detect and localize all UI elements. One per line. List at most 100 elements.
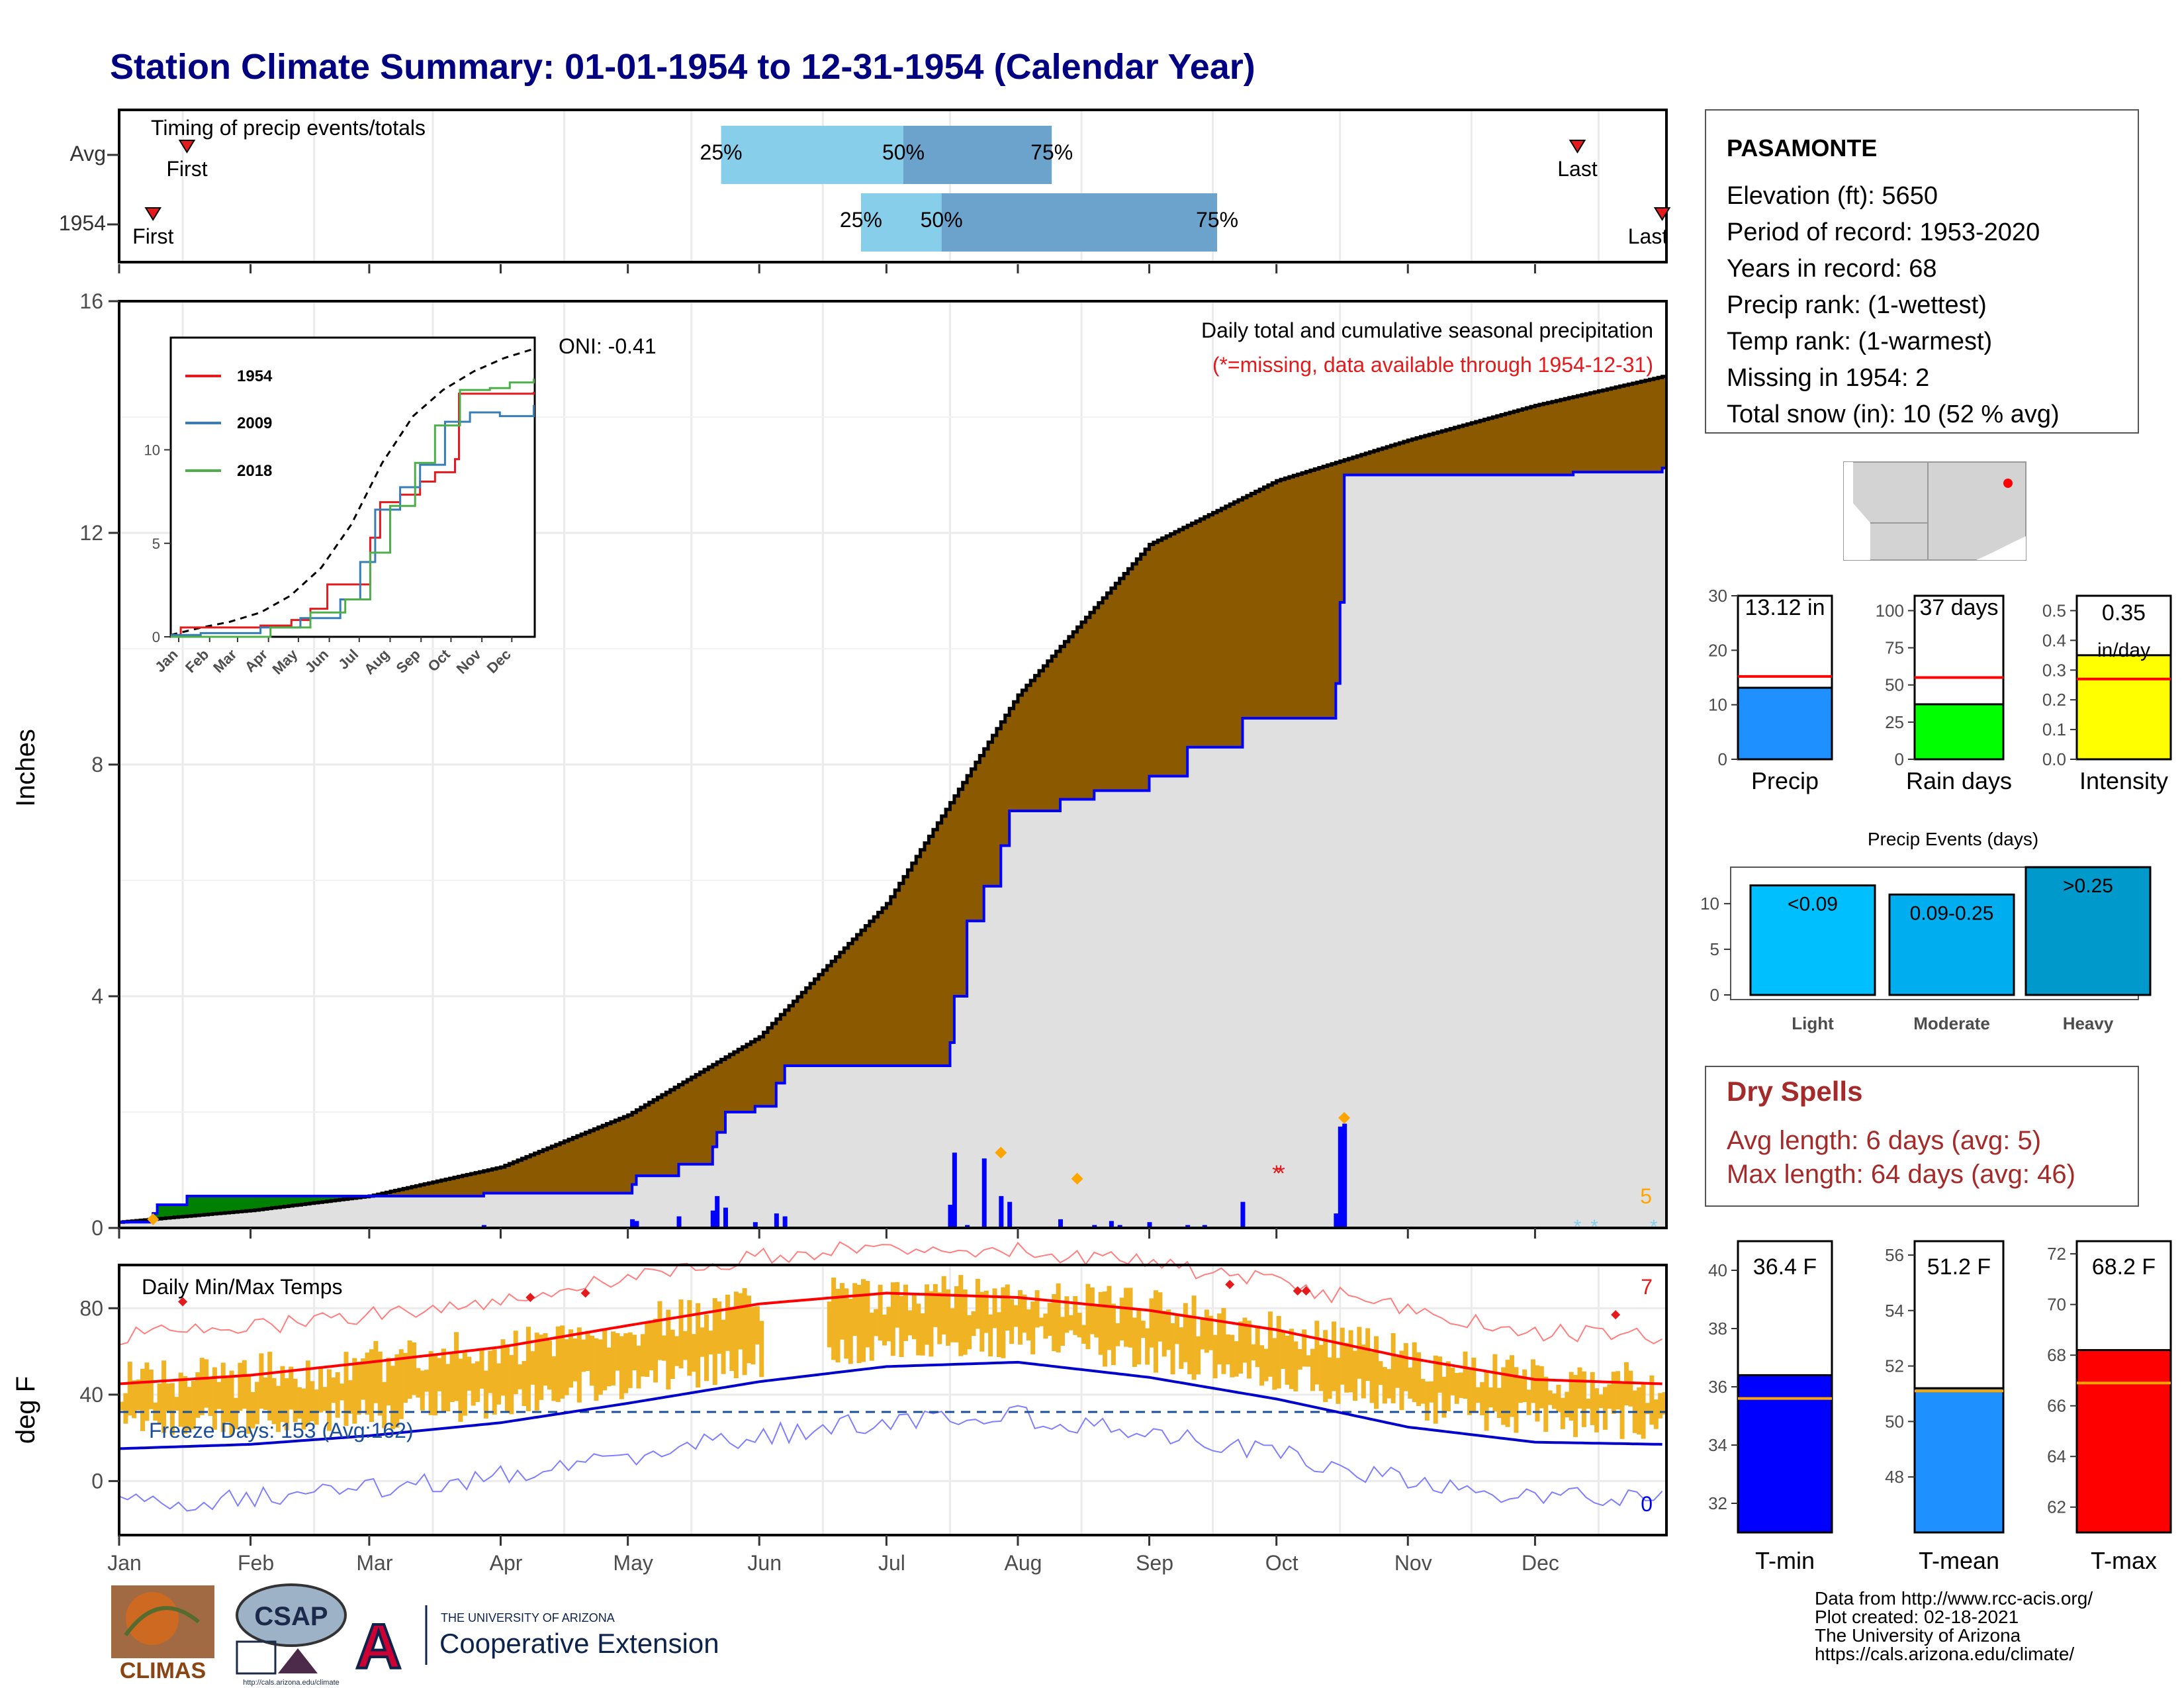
daily-temp-bar: [1369, 1352, 1375, 1403]
temp-summary-bar: [1913, 1387, 2005, 1534]
daily-temp-bar: [627, 1332, 633, 1388]
record-high-count: 7: [1641, 1275, 1653, 1299]
daily-temp-bar: [416, 1368, 421, 1398]
bars_precip-ytick-label: 20: [1708, 640, 1727, 660]
map-outside-west: [1844, 462, 1870, 560]
daily-temp-bar: [1649, 1375, 1655, 1425]
freeze-days-label: Freeze Days: 153 (Avg:162): [149, 1419, 414, 1442]
daily-temp-bar: [712, 1298, 717, 1385]
bars_precip-ytick-label: 30: [1708, 586, 1727, 606]
daily-temp-bar: [267, 1352, 273, 1421]
daily-temp-bar: [941, 1276, 946, 1335]
daily-temp-bar: [1060, 1317, 1066, 1346]
daily-precip-bar: [1117, 1225, 1122, 1228]
daily-temp-bar: [119, 1401, 124, 1411]
daily-temp-bar: [1085, 1284, 1091, 1350]
last-event-label: Last: [1557, 157, 1598, 181]
daily-temp-bar: [1352, 1350, 1357, 1401]
daily-temp-bar: [1505, 1360, 1510, 1427]
precip-events-panel: Precip Events (days) 0 5 10 <0.09 Light 0.09-…: [1700, 829, 2152, 1033]
ua-logo-big-text: Cooperative Extension: [439, 1628, 719, 1659]
daily-temp-bar: [1594, 1388, 1600, 1432]
daily-temp-bar: [492, 1349, 497, 1415]
daily-temp-bar: [522, 1361, 527, 1407]
temp-title: Daily Min/Max Temps: [142, 1275, 342, 1299]
daily-temp-bar: [382, 1382, 387, 1429]
dry-spells-frame: [1705, 1066, 2139, 1207]
month-label: Sep: [1136, 1551, 1173, 1575]
csap-logo-url: http://cals.arizona.edu/climate: [243, 1679, 340, 1687]
daily-temp-bar: [1310, 1348, 1315, 1391]
daily-temp-bar: [1323, 1330, 1328, 1403]
inset-ytick-label: 10: [144, 442, 160, 459]
daily-temp-bar: [1424, 1382, 1430, 1421]
daily-temp-bar: [1573, 1375, 1578, 1437]
footer: CLIMAS CSAP http://cals.arizona.edu/clim…: [111, 1583, 2093, 1687]
daily-temp-bar: [1183, 1303, 1188, 1362]
temp-summary-bar: [2075, 1349, 2172, 1534]
daily-temp-bar: [136, 1379, 141, 1411]
record-low-line: [118, 1405, 1663, 1512]
daily-temp-bar: [449, 1352, 455, 1403]
daily-temp-bar: [1191, 1295, 1197, 1380]
daily-temp-bar: [458, 1358, 463, 1422]
daily-temp-bar: [1068, 1315, 1073, 1331]
daily-temp-bar: [1179, 1327, 1184, 1369]
daily-temp-bar: [674, 1336, 680, 1366]
daily-temp-bar: [483, 1370, 488, 1419]
daily-temp-bar: [1374, 1336, 1379, 1409]
snow-count: 5: [1640, 1184, 1652, 1208]
daily-temp-bar: [1009, 1299, 1015, 1344]
precip-ytick-label: 0: [91, 1216, 103, 1240]
timing-label-75: 75%: [1030, 140, 1073, 164]
daily-temp-bar: [322, 1387, 328, 1411]
daily-temp-bar: [708, 1331, 713, 1355]
events-bar-range: <0.09: [1788, 894, 1838, 915]
daily-temp-bar: [1492, 1354, 1498, 1412]
bars_raindays-ytick-label: 100: [1876, 600, 1904, 620]
precip-ytick-label: 16: [79, 289, 103, 313]
daily-temp-bar: [191, 1381, 196, 1430]
daily-temp-bar: [996, 1312, 1001, 1358]
daily-temp-bar: [878, 1284, 883, 1341]
daily-temp-bar: [555, 1326, 561, 1402]
daily-temp-bar: [1200, 1319, 1205, 1350]
daily-temp-bar: [852, 1283, 858, 1336]
climas-logo: CLIMAS: [111, 1585, 214, 1683]
daily-temp-bar: [365, 1352, 370, 1415]
daily-temp-bar: [1641, 1382, 1646, 1439]
daily-temp-bar: [1272, 1338, 1277, 1390]
daily-temp-bar: [1204, 1309, 1209, 1353]
daily-precip-bar: [965, 1225, 970, 1228]
daily-temp-bar: [547, 1340, 552, 1390]
daily-temp-bar: [1535, 1365, 1540, 1422]
daily-temp-bar: [983, 1290, 989, 1333]
daily-temp-bar: [1289, 1329, 1294, 1389]
daily-temp-bar: [238, 1362, 243, 1411]
missing-marker: *: [1276, 1161, 1285, 1186]
inset-line-2018: [171, 379, 535, 638]
daily-temp-bar: [1318, 1344, 1324, 1391]
daily-precip-bar: [999, 1196, 1004, 1228]
bars_intensity-ytick-label: 0.2: [2042, 690, 2066, 710]
daily-temp-bar: [1577, 1367, 1582, 1409]
daily-temp-bar: [347, 1380, 353, 1414]
station-info-line: Precip rank: (1-wettest): [1727, 291, 1987, 319]
daily-temp-bar: [246, 1374, 251, 1434]
timing-bar-50-75: [903, 126, 1052, 184]
precip-deficit-area: [119, 376, 1666, 1223]
daily-temp-bar: [1514, 1367, 1519, 1433]
record-high-marker: [1301, 1286, 1311, 1296]
daily-temp-bar: [250, 1391, 255, 1429]
daily-temp-bar: [899, 1295, 904, 1358]
daily-precip-bar: [1240, 1201, 1246, 1228]
daily-temp-bar: [751, 1307, 756, 1365]
temp-ytick-label: 40: [79, 1383, 103, 1407]
daily-temp-bar: [874, 1309, 879, 1336]
daily-temp-bar: [962, 1289, 968, 1355]
temp-summary-ytick-label: 38: [1708, 1319, 1727, 1338]
daily-temp-bar: [433, 1354, 438, 1416]
bars_raindays-ytick-label: 25: [1885, 712, 1904, 732]
